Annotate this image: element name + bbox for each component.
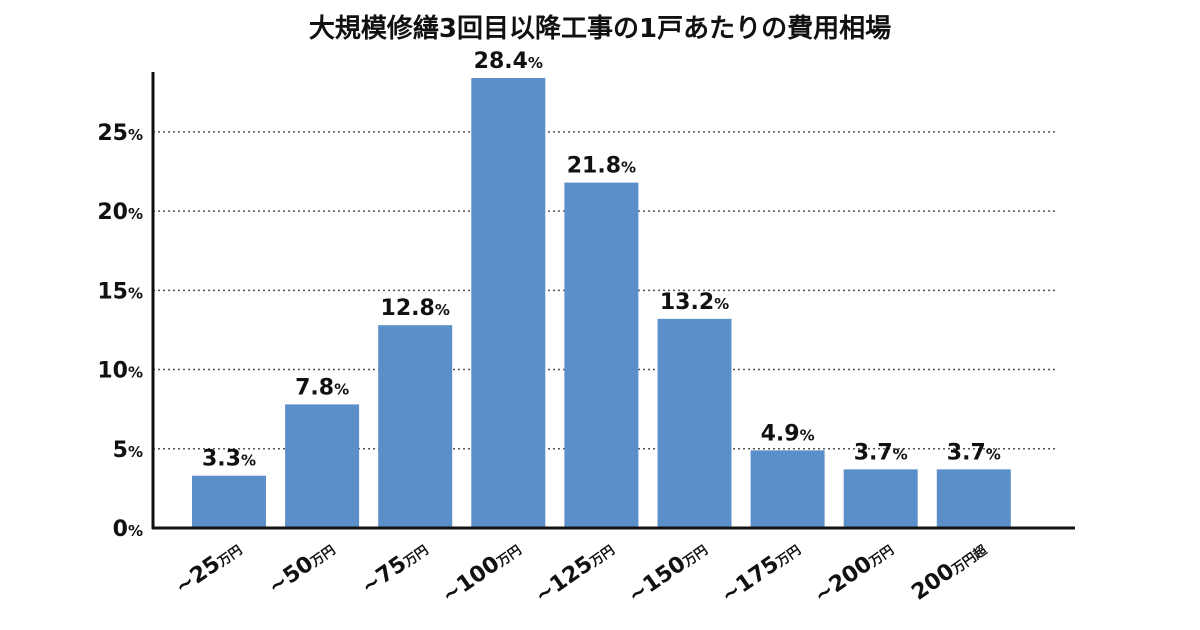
- bar: [192, 475, 266, 528]
- data-label: 12.8%: [381, 296, 450, 321]
- data-label: 3.3%: [202, 447, 256, 472]
- data-label: 3.7%: [854, 440, 908, 465]
- y-tick-label: 5%: [113, 438, 143, 463]
- x-tick-label: ~25万円: [171, 536, 247, 600]
- y-tick-label: 25%: [97, 121, 143, 146]
- y-tick-label: 15%: [97, 279, 143, 304]
- bar: [285, 404, 360, 528]
- data-label: 3.7%: [947, 440, 1001, 465]
- bar: [471, 78, 546, 528]
- x-tick-label: ~150万円: [624, 536, 712, 608]
- data-label: 7.8%: [295, 375, 349, 400]
- x-tick-label: ~50万円: [264, 536, 340, 600]
- data-label: 13.2%: [660, 290, 729, 315]
- chart-title: 大規模修繕3回目以降工事の1戸あたりの費用相場: [308, 14, 892, 44]
- data-label: 21.8%: [567, 154, 636, 179]
- y-tick-label: 20%: [97, 200, 143, 225]
- x-tick-label: ~125万円: [530, 536, 618, 608]
- x-tick-label: ~200万円: [810, 536, 898, 608]
- x-tick-label: ~100万円: [437, 536, 525, 608]
- bar: [657, 318, 732, 528]
- bar: [564, 182, 639, 529]
- x-tick-label: ~75万円: [357, 536, 433, 600]
- data-label: 28.4%: [474, 49, 543, 74]
- y-tick-label: 10%: [97, 359, 143, 384]
- data-label: 4.9%: [761, 421, 815, 446]
- bar: [843, 469, 918, 528]
- y-tick-label: 0%: [113, 517, 143, 542]
- bar: [750, 450, 825, 528]
- x-tick-label: ~175万円: [717, 536, 805, 608]
- bar: [378, 325, 453, 528]
- x-tick-label: 200万円超: [907, 536, 992, 606]
- bar: [936, 469, 1011, 528]
